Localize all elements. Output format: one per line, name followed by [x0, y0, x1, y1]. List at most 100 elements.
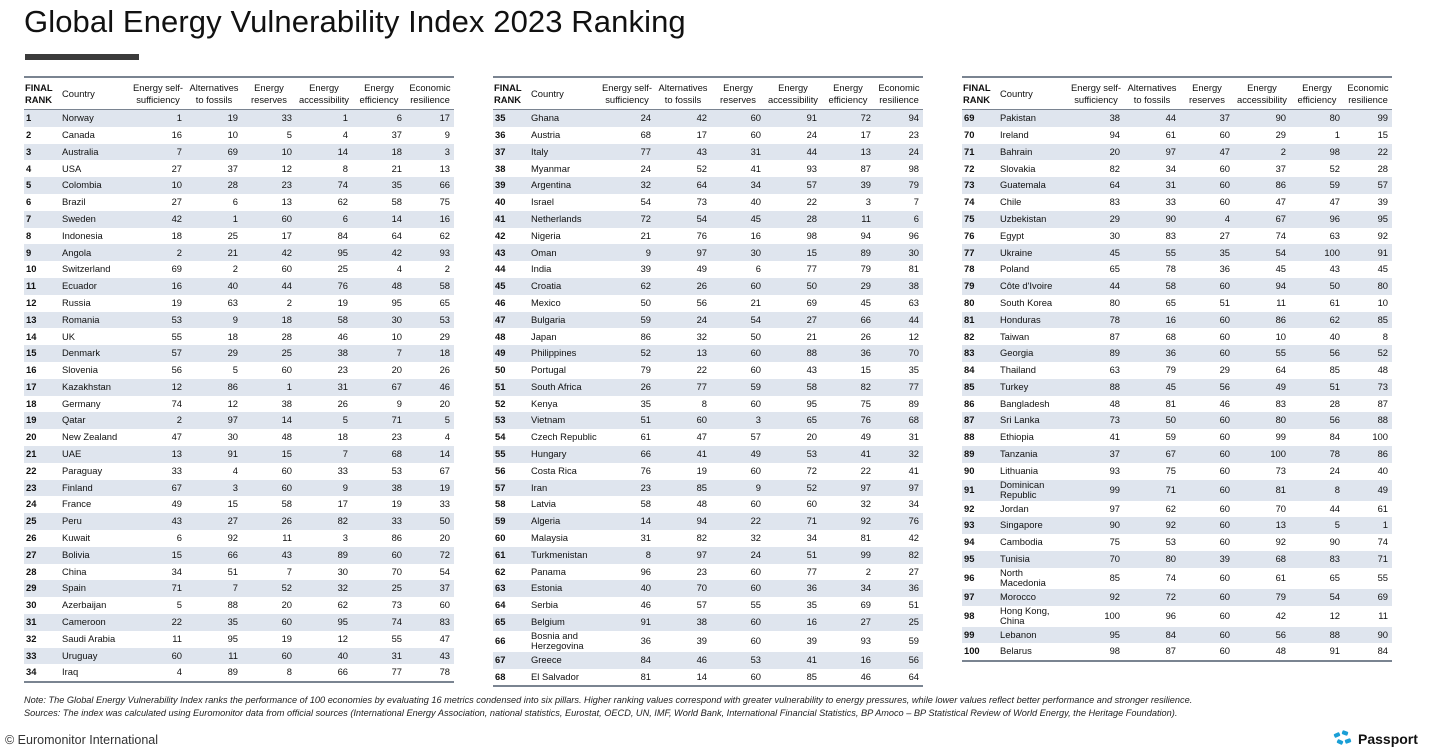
score-cell: 79 [1165, 364, 1176, 376]
rank-cell: 99 [962, 626, 996, 644]
score-cell: 38 [281, 397, 292, 409]
header-c6-label: resilience [410, 93, 450, 105]
score-cell: 13 [281, 196, 292, 208]
rank-cell: 89 [962, 445, 996, 463]
rank-cell: 38 [495, 162, 506, 174]
score-cell: 78 [1165, 263, 1176, 275]
ranking-table: FINAL RANK Country Energy self-sufficiency A… [24, 76, 454, 684]
score-cell: 44 [875, 311, 923, 329]
table-row: 85 Turkey 88 45 56 49 51 73 [962, 378, 1392, 396]
score-cell: 60 [1219, 431, 1230, 443]
score-cell: 22 [696, 364, 707, 376]
score-cell: 7 [130, 143, 186, 161]
country-cell: Israel [531, 196, 554, 208]
score-cell: 27 [171, 196, 182, 208]
score-cell: 64 [875, 668, 923, 688]
score-cell: 38 [352, 479, 406, 497]
score-cell: 19 [406, 479, 454, 497]
score-cell: 40 [599, 580, 655, 598]
score-cell: 35 [640, 397, 651, 409]
score-cell: 23 [908, 128, 919, 140]
score-cell: 98 [908, 162, 919, 174]
score-cell: 52 [599, 345, 655, 362]
score-cell: 46 [821, 668, 875, 688]
score-cell: 68 [1234, 550, 1290, 568]
rank-cell: 33 [24, 647, 58, 665]
score-cell: 90 [1068, 517, 1124, 535]
table-row: 2 Canada 16 10 5 4 37 9 [24, 127, 454, 144]
header-final-rank-label: RANK [494, 93, 522, 105]
header-country: Country [996, 76, 1068, 110]
score-cell: 34 [1165, 162, 1176, 174]
header-final-rank-label: FINAL [494, 81, 522, 93]
score-cell: 38 [875, 277, 923, 295]
country-cell: Azerbaijan [62, 599, 107, 611]
country-cell: Croatia [527, 277, 599, 295]
score-cell: 56 [696, 296, 707, 308]
country-cell: Serbia [531, 599, 559, 611]
score-cell: 52 [1329, 162, 1340, 174]
score-cell: 5 [176, 599, 182, 611]
rank-cell: 28 [26, 565, 37, 577]
score-cell: 55 [1124, 244, 1180, 262]
table-row: 5 Colombia 10 28 23 74 35 66 [24, 177, 454, 194]
score-cell: 51 [227, 565, 238, 577]
score-cell: 60 [1219, 330, 1230, 342]
country-cell: Romania [58, 311, 130, 329]
table-row: 23 Finland 67 3 60 9 38 19 [24, 479, 454, 497]
score-cell: 73 [1344, 378, 1392, 396]
score-cell: 20 [391, 364, 402, 376]
score-cell: 71 [765, 513, 821, 530]
score-cell: 60 [750, 364, 761, 376]
score-cell: 60 [130, 647, 186, 665]
rank-cell: 73 [962, 177, 996, 194]
table-row: 88 Ethiopia 41 59 60 99 84 100 [962, 429, 1392, 446]
score-cell: 27 [186, 513, 242, 530]
score-cell: 95 [227, 632, 238, 644]
score-cell: 36 [875, 580, 923, 598]
table-row: 68 El Salvador 81 14 60 85 46 64 [493, 668, 923, 688]
score-cell: 60 [242, 647, 296, 665]
score-cell: 16 [821, 651, 875, 669]
score-cell: 35 [186, 613, 242, 631]
score-cell: 28 [281, 330, 292, 342]
score-cell: 91 [186, 445, 242, 463]
score-cell: 10 [227, 128, 238, 140]
score-cell: 88 [227, 599, 238, 611]
score-cell: 46 [337, 330, 348, 342]
table-row: 22 Paraguay 33 4 60 33 53 67 [24, 463, 454, 480]
country-cell: Lebanon [996, 626, 1068, 644]
table-row: 81 Honduras 78 16 60 86 62 85 [962, 311, 1392, 329]
score-cell: 74 [171, 397, 182, 409]
table-row: 30 Azerbaijan 5 88 20 62 73 60 [24, 597, 454, 614]
score-cell: 26 [242, 513, 296, 530]
score-cell: 91 [599, 613, 655, 631]
score-cell: 29 [439, 330, 450, 342]
score-cell: 24 [655, 311, 711, 329]
score-cell: 12 [337, 632, 348, 644]
score-cell: 2 [130, 412, 186, 430]
rank-cell: 12 [26, 296, 37, 308]
score-cell: 19 [171, 296, 182, 308]
score-cell: 72 [821, 109, 875, 127]
score-cell: 61 [1329, 296, 1340, 308]
score-cell: 23 [391, 431, 402, 443]
country-cell: Honduras [996, 311, 1068, 329]
score-cell: 18 [406, 345, 454, 362]
score-cell: 60 [1180, 445, 1234, 463]
score-cell: 1 [296, 109, 352, 127]
score-cell: 64 [1068, 177, 1124, 194]
table-row: 74 Chile 83 33 60 47 47 39 [962, 194, 1392, 211]
country-cell: Norway [58, 109, 130, 127]
score-cell: 60 [1180, 479, 1234, 501]
score-cell: 48 [1109, 397, 1120, 409]
score-cell: 24 [711, 546, 765, 564]
country-cell: Vietnam [527, 412, 599, 430]
score-cell: 42 [655, 109, 711, 127]
score-cell: 40 [296, 647, 352, 665]
score-cell: 60 [439, 599, 450, 611]
score-cell: 9 [599, 244, 655, 262]
score-cell: 56 [1290, 345, 1344, 362]
table-row: 24 France 49 15 58 17 19 33 [24, 496, 454, 513]
rank-cell: 93 [962, 517, 996, 535]
